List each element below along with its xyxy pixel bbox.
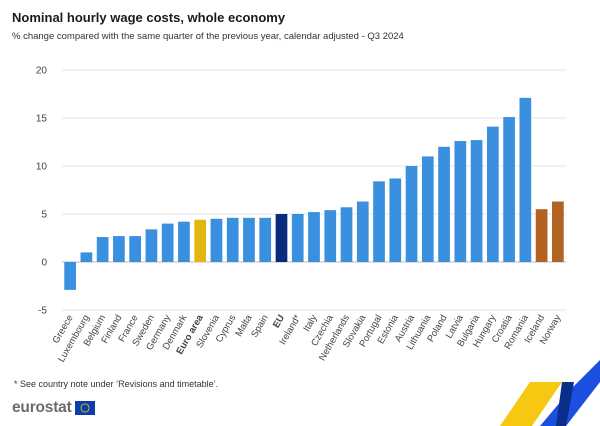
bar-finland[interactable] (113, 236, 125, 262)
bar-malta[interactable] (243, 217, 255, 262)
bar-ireland[interactable] (291, 214, 304, 262)
y-tick-label: 15 (36, 114, 48, 125)
bar-hungary[interactable] (486, 126, 499, 262)
country-footnote: * See country note under ‘Revisions and … (14, 379, 219, 389)
y-tick-label: 0 (41, 258, 47, 269)
bar-belgium[interactable] (96, 237, 109, 262)
bar-sweden[interactable] (145, 229, 158, 262)
y-tick-label: 5 (41, 210, 47, 221)
chart-title: Nominal hourly wage costs, whole economy (12, 10, 286, 25)
bar-spain[interactable] (259, 217, 272, 262)
y-tick-label: 20 (36, 66, 48, 77)
bar-portugal[interactable] (373, 181, 385, 262)
bar-cyprus[interactable] (226, 217, 239, 262)
eurostat-logo-text: eurostat (12, 399, 72, 416)
bar-eu[interactable] (275, 214, 288, 262)
bar-netherlands[interactable] (340, 207, 353, 262)
bar-germany[interactable] (161, 223, 174, 262)
bar-greece[interactable] (64, 262, 76, 290)
bar-estonia[interactable] (389, 178, 402, 262)
bar-lithuania[interactable] (421, 156, 434, 262)
bar-slovakia[interactable] (356, 201, 369, 262)
bar-czechia[interactable] (324, 210, 337, 262)
y-tick-label: -5 (38, 306, 47, 317)
bar-luxembourg[interactable] (80, 252, 93, 262)
bar-italy[interactable] (308, 212, 320, 262)
bar-france[interactable] (129, 236, 142, 262)
bar-austria[interactable] (405, 166, 418, 262)
bar-denmark[interactable] (178, 221, 190, 262)
bar-slovenia[interactable] (210, 218, 223, 262)
bar-bulgaria[interactable] (470, 140, 483, 262)
y-tick-label: 10 (36, 162, 48, 173)
bar-romania[interactable] (519, 97, 532, 262)
eurostat-chevron-stripes-icon (500, 360, 600, 426)
bar-iceland[interactable] (535, 209, 548, 262)
chart-subtitle: % change compared with the same quarter … (12, 31, 404, 42)
bar-poland[interactable] (438, 146, 450, 262)
bar-norway[interactable] (552, 201, 564, 262)
eurostat-logo[interactable]: eurostat (12, 398, 95, 418)
bar-euro-area[interactable] (194, 219, 207, 262)
x-tick-label: Spain (249, 313, 271, 340)
bar-croatia[interactable] (503, 117, 515, 262)
eu-flag-icon (74, 401, 95, 415)
bar-latvia[interactable] (454, 141, 467, 262)
bar-chart: -505101520GreeceLuxembourgBelgiumFinland… (36, 66, 566, 364)
